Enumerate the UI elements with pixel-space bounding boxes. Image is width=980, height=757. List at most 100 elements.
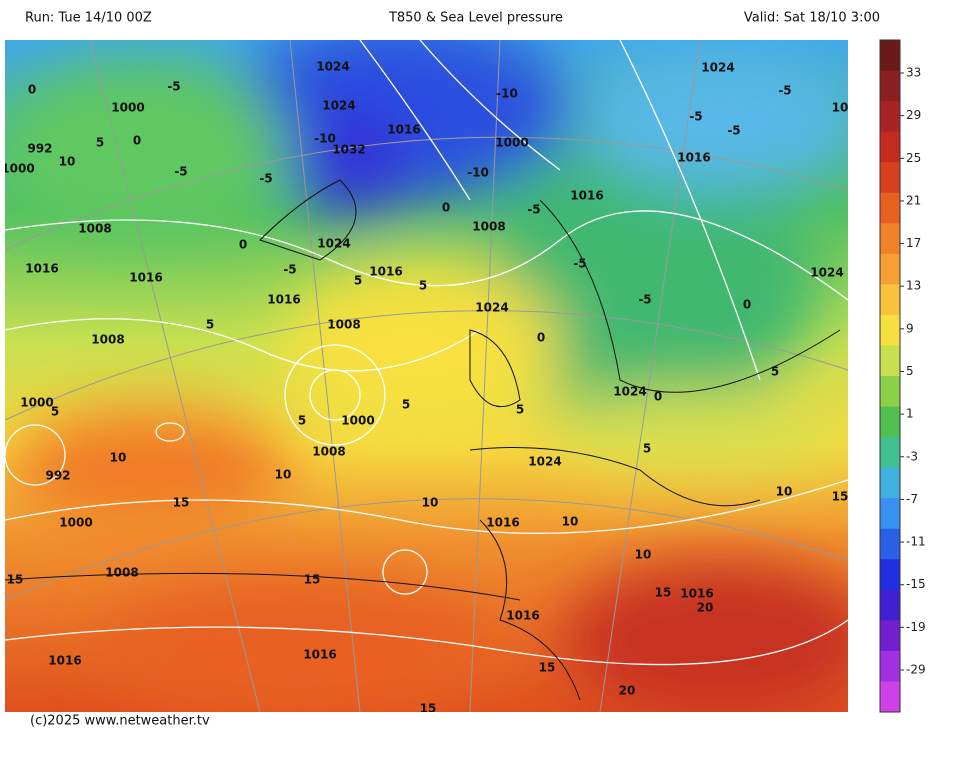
isobar-label: 10 [776,485,793,499]
isobar-label: 1016 [570,189,603,203]
colorbar-label: 25 [906,151,921,165]
isobar-label: -5 [259,172,272,186]
isobar-label: 5 [51,405,59,419]
copyright: (c)2025 www.netweather.tv [30,714,210,729]
colorbar-band [880,253,900,285]
isobar-label: 1016 [387,123,420,137]
colorbar-label: 17 [906,236,921,250]
colorbar-label: -15 [906,577,926,591]
map-title: T850 & Sea Level pressure [388,11,563,26]
colorbar-band [880,345,900,377]
isobar-label: 1016 [369,265,402,279]
isobar-label: -5 [727,124,740,138]
isobar-label: 1032 [332,143,365,157]
isobar-label: 1008 [78,222,111,236]
isobar-label: 5 [298,414,306,428]
colorbar-label: 1 [906,407,914,421]
isobar-label: 10 [275,468,292,482]
isobar-label: 10 [562,515,579,529]
isobar-label: 10 [59,155,76,169]
isobar-label: 5 [402,398,410,412]
colorbar-band [880,162,900,194]
isobar-label: -5 [283,263,296,277]
colorbar-band [880,406,900,438]
isobar-label: 1024 [322,99,355,113]
isobar-label: 0 [28,83,36,97]
isobar-label: 1024 [810,266,843,280]
colorbar-label: 29 [906,108,921,122]
isobar-label: -10 [496,87,518,101]
isobar-label: -10 [467,166,489,180]
isobar-label: 5 [516,403,524,417]
isobar-label: 15 [420,702,437,716]
isobar-label: 1008 [327,318,360,332]
colorbar-frame [879,39,901,713]
isobar-label: 20 [697,601,714,615]
isobar-label: -5 [174,165,187,179]
isobar-label: 5 [419,279,427,293]
isobar-label: 1000 [341,414,374,428]
colorbar-label: -7 [906,492,918,506]
isobar-label: 1016 [486,516,519,530]
isobar-label: 1016 [506,609,539,623]
colorbar-band [880,376,900,408]
isobar-label: 1024 [317,237,350,251]
colorbar-label: 5 [906,364,914,378]
isobar-label: 0 [654,390,662,404]
isobar-label: 1016 [303,648,336,662]
valid-time: Valid: Sat 18/10 3:00 [744,11,880,26]
isobar-label: -5 [778,84,791,98]
isobar-label: -5 [573,257,586,271]
colorbar-label: 9 [906,321,914,335]
colorbar-band [880,437,900,469]
colorbar-band [880,559,900,591]
isobar-label: 1024 [528,455,561,469]
isobar-label: 10 [110,451,127,465]
colorbar-band [880,650,900,682]
colorbar-band [880,192,900,224]
colorbar-band [880,223,900,255]
isobar-label: 1016 [129,271,162,285]
isobar-label: 10 [832,101,849,115]
isobar-label: 1024 [701,61,734,75]
colorbar-band [880,681,900,713]
isobar-label: 1024 [613,385,646,399]
isobar-label: 1008 [91,333,124,347]
isobar-label: 10 [635,548,652,562]
isobar-label: 1016 [677,151,710,165]
isobar-label: 1016 [25,262,58,276]
colorbar-band [880,620,900,652]
colorbar-label: -3 [906,449,918,463]
colorbar-band [880,528,900,560]
isobar-label: 20 [619,684,636,698]
colorbar-label: -19 [906,620,926,634]
isobar-label: 15 [832,490,849,504]
colorbar-label: -11 [906,535,926,549]
isobar-label: 5 [206,318,214,332]
colorbar-band [880,498,900,530]
isobar-label: 0 [743,298,751,312]
colorbar-label: 13 [906,279,921,293]
colorbar-band [880,70,900,102]
isobar-label: 5 [643,442,651,456]
isobar-label: 1008 [312,445,345,459]
colorbar-band [880,467,900,499]
isobar-label: 1000 [111,101,144,115]
run-info: Run: Tue 14/10 00Z [25,11,152,26]
isobar-label: 15 [304,573,321,587]
isobar-label: 1000 [20,396,53,410]
colorbar-band [880,314,900,346]
colorbar: 33 29 25 21 17 13 9 5 1 -3 -7 -11 -15 -19 -29 [879,39,926,713]
isobar-label: -5 [689,110,702,124]
isobar-label: -5 [638,293,651,307]
colorbar-band [880,101,900,133]
colorbar-band [880,589,900,621]
isobar-label: 1016 [267,293,300,307]
isobar-label: 1000 [59,516,92,530]
colorbar-band [880,131,900,163]
isobar-label: 1024 [316,60,349,74]
isobar-label: 5 [771,365,779,379]
isobar-label: 0 [239,238,247,252]
